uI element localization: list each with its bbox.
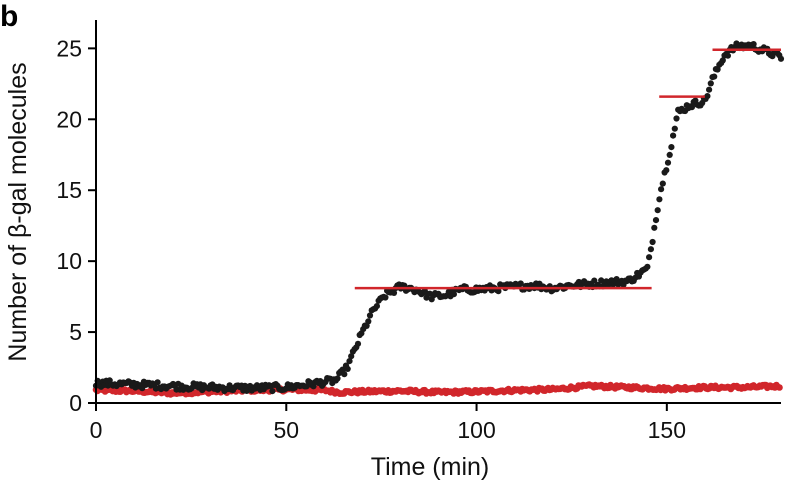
black-data-point: [373, 303, 380, 310]
black-data-point: [663, 167, 670, 174]
black-data-point: [659, 180, 666, 187]
black-data-point: [707, 80, 714, 87]
y-tick-label: 0: [69, 390, 82, 416]
black-data-point: [269, 388, 276, 395]
black-data-point: [365, 318, 372, 325]
plot-area: [92, 40, 785, 398]
black-data-point: [777, 55, 785, 62]
black-data-point: [706, 86, 713, 93]
y-tick-label: 25: [56, 35, 82, 61]
step-levels: [354, 48, 781, 290]
black-data-point: [673, 115, 680, 122]
black-data-point: [649, 238, 656, 246]
y-axis-label: Number of β-gal molecules: [4, 62, 32, 361]
black-data-point: [651, 224, 658, 231]
black-data-point: [348, 353, 355, 360]
y-tick-label: 10: [56, 248, 82, 274]
black-data-point: [647, 246, 655, 253]
black-data-point: [341, 371, 348, 378]
black-data-point: [688, 104, 696, 111]
black-data-point: [346, 358, 353, 365]
panel-label: b: [0, 0, 18, 33]
black-data-point: [671, 125, 678, 132]
red-data-point: [776, 384, 783, 391]
y-ticks: 0 5 10 15 20 25: [56, 35, 96, 416]
black-data-point: [670, 132, 677, 139]
black-data-point: [658, 186, 665, 193]
x-tick-label: 50: [273, 417, 299, 443]
black-data-point: [699, 99, 706, 107]
black-data-point: [711, 73, 718, 80]
black-data-point: [390, 289, 398, 296]
black-data-point: [719, 57, 726, 64]
black-data-point: [517, 280, 524, 287]
y-tick-label: 15: [56, 177, 82, 203]
black-data-point: [334, 375, 341, 382]
y-tick-label: 5: [69, 319, 82, 345]
black-data-point: [656, 196, 663, 203]
x-tick-label: 150: [648, 417, 686, 443]
black-data-point: [666, 151, 673, 158]
black-data-point: [344, 365, 351, 372]
black-data-point: [704, 93, 711, 100]
y-tick-label: 20: [56, 106, 82, 132]
black-data-point: [644, 263, 651, 270]
black-data-point: [654, 207, 661, 214]
black-data-point: [724, 52, 732, 59]
black-series: [92, 40, 785, 395]
black-data-point: [591, 277, 598, 284]
black-data-point: [664, 159, 672, 166]
black-data-point: [382, 294, 389, 301]
black-data-point: [354, 340, 362, 347]
black-data-point: [495, 288, 502, 295]
x-tick-label: 100: [457, 417, 495, 443]
black-data-point: [750, 41, 757, 48]
black-data-point: [646, 254, 653, 261]
black-data-point: [154, 379, 161, 386]
black-data-point: [652, 217, 660, 224]
black-data-point: [450, 291, 457, 298]
x-axis-label: Time (min): [371, 453, 490, 481]
black-data-point: [714, 66, 721, 73]
x-ticks: 0 50 100 150: [90, 403, 686, 443]
x-tick-label: 0: [90, 417, 103, 443]
black-data-point: [366, 312, 374, 319]
black-data-point: [668, 144, 675, 151]
